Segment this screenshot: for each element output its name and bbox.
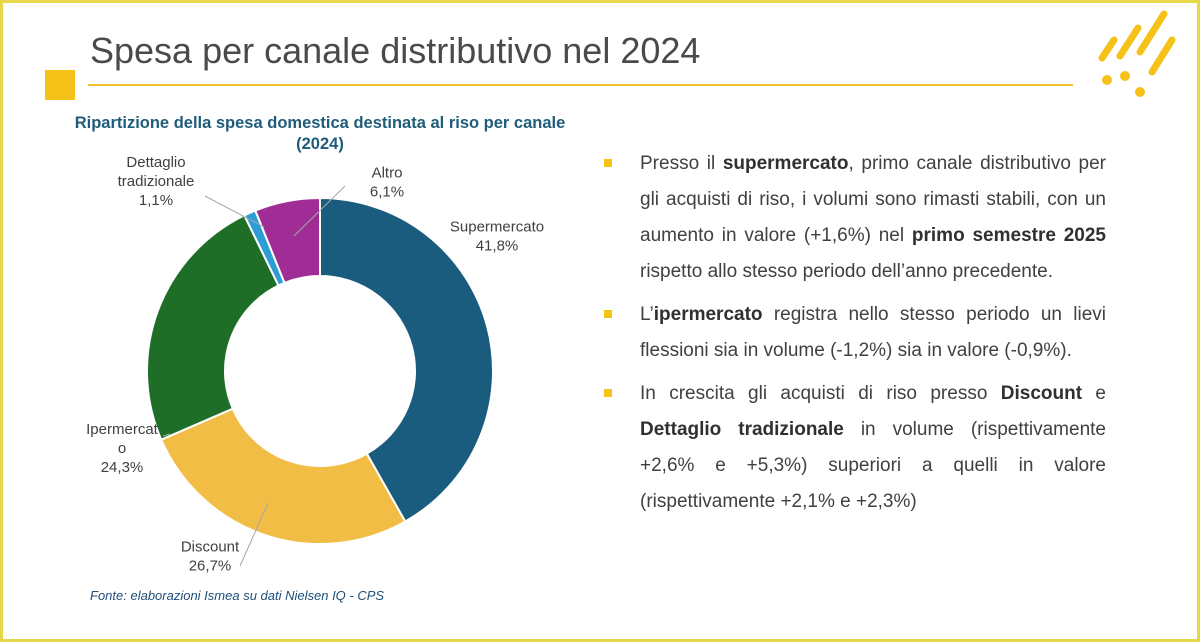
- bullet-bold-text: Discount: [1000, 383, 1083, 404]
- chart-title: Ripartizione della spesa domestica desti…: [74, 114, 566, 153]
- donut-slice-discount: [159, 407, 407, 545]
- donut-slice-ipermercato: [146, 214, 280, 442]
- accent-square: [45, 70, 75, 100]
- bullet-text: in volume (rispettivamente +2,6% e +5,3%…: [640, 419, 1106, 512]
- bullet-text: In crescita gli acquisti di riso presso: [640, 383, 1001, 404]
- bullet-square-icon: [604, 159, 612, 167]
- bullet-bold-text: supermercato: [722, 153, 849, 174]
- bullet-bold-text: primo semestre 2025: [911, 225, 1106, 246]
- bullet-item: In crescita gli acquisti di riso presso …: [604, 376, 1106, 520]
- leader-line: [204, 195, 265, 228]
- bullet-text: L’: [640, 304, 654, 325]
- bullet-text: rispetto allo stesso periodo dell’anno p…: [640, 261, 1053, 282]
- slice-label: Discount 26,7%: [181, 539, 240, 575]
- logo-icon: [1098, 10, 1176, 97]
- slice-label: Dettaglio tradizionale 1,1%: [118, 154, 195, 209]
- donut-slice-altro: [254, 196, 321, 285]
- bullet-bold-text: Dettaglio tradizionale: [640, 419, 844, 440]
- bullet-text: e: [1082, 383, 1106, 404]
- bullet-item: Presso il supermercato, primo canale dis…: [604, 146, 1106, 290]
- bullet-item: L’ipermercato registra nello stesso peri…: [604, 297, 1106, 369]
- donut-chart: Supermercato 41,8% Discount 26,7% Ipermercat…: [86, 154, 544, 575]
- bullet-text: registra nello stesso periodo un lievi f…: [640, 304, 1106, 361]
- donut-slice-supermercato: [319, 196, 494, 523]
- title-underline: [88, 84, 1073, 86]
- bullet-text: Presso il: [640, 153, 723, 174]
- bullet-square-icon: [604, 310, 612, 318]
- leader-line: [162, 433, 171, 437]
- leader-line: [239, 502, 269, 567]
- bullet-text: , primo canale distributivo per gli acqu…: [640, 153, 1106, 246]
- bullet-list: Presso il supermercato, primo canale dis…: [604, 146, 1106, 527]
- slice-label: Altro 6,1%: [370, 165, 404, 201]
- slice-label: Ipermercat o 24,3%: [86, 421, 159, 476]
- slide-title: Spesa per canale distributivo nel 2024: [90, 30, 701, 71]
- leader-line: [293, 185, 346, 237]
- bullet-square-icon: [604, 389, 612, 397]
- bullet-bold-text: ipermercato: [653, 304, 763, 325]
- source-note: Fonte: elaborazioni Ismea su dati Nielse…: [90, 588, 385, 603]
- slice-label: Supermercato 41,8%: [450, 219, 544, 255]
